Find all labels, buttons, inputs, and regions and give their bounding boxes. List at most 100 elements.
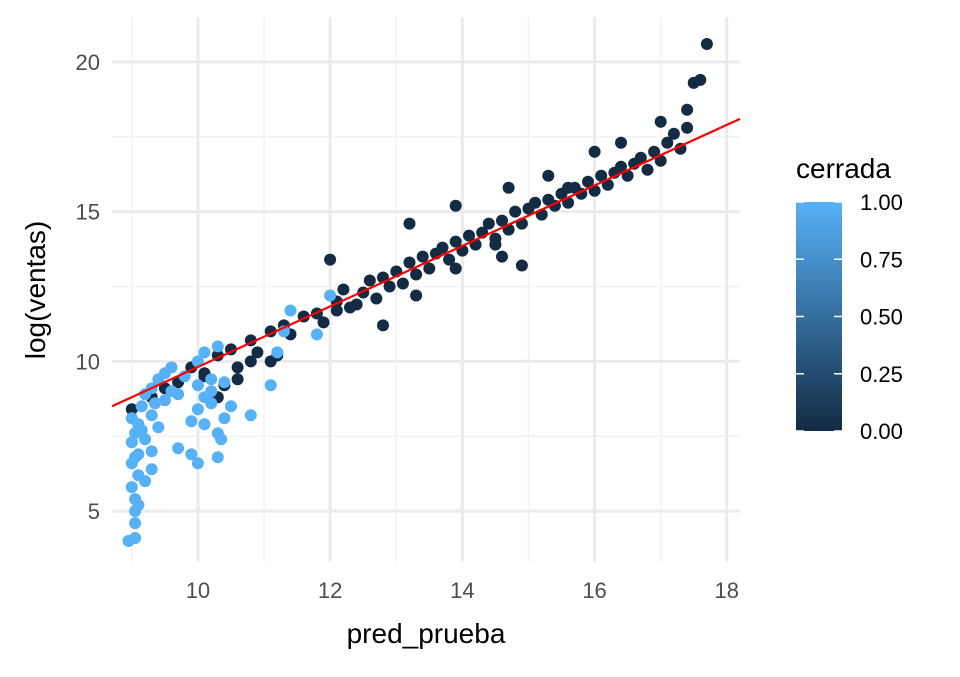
data-point <box>310 328 323 341</box>
data-point <box>370 292 383 305</box>
data-point <box>529 196 542 209</box>
data-point <box>654 115 667 128</box>
data-point <box>129 451 142 464</box>
trend-line-layer <box>111 117 741 408</box>
y-tick-label: 10 <box>76 349 100 374</box>
data-point <box>582 175 594 188</box>
data-point <box>449 199 462 212</box>
data-point <box>449 262 462 275</box>
data-point <box>198 346 211 359</box>
data-point <box>244 355 257 368</box>
data-point <box>172 388 185 401</box>
data-point <box>205 385 218 398</box>
data-point <box>158 394 171 407</box>
data-point <box>515 259 528 272</box>
grid-lines <box>112 17 740 562</box>
data-point <box>135 424 148 437</box>
data-point <box>700 38 713 50</box>
data-point <box>542 169 555 182</box>
data-point <box>145 445 158 458</box>
data-point <box>211 340 224 353</box>
y-tick-label: 15 <box>76 200 100 225</box>
data-point <box>125 403 138 416</box>
data-point <box>562 181 575 194</box>
data-point <box>218 376 231 389</box>
data-point <box>350 298 363 311</box>
x-tick-label: 12 <box>318 578 342 603</box>
colorbar-tick-label: 0.50 <box>860 305 903 330</box>
data-point <box>396 277 409 290</box>
data-point <box>125 412 138 425</box>
data-point <box>416 250 429 263</box>
colorbar-ticks: 1.00 0.75 0.50 0.25 0.00 <box>796 190 903 444</box>
data-point <box>641 163 654 176</box>
data-point <box>152 421 165 434</box>
data-point <box>654 154 667 167</box>
data-point <box>377 319 389 332</box>
data-point <box>132 499 145 512</box>
data-point <box>588 145 601 158</box>
colorbar-tick-label: 0.00 <box>860 419 903 444</box>
x-tick-label: 10 <box>186 578 210 603</box>
data-point <box>191 457 204 470</box>
data-point <box>363 274 376 287</box>
data-point <box>129 532 142 544</box>
data-point <box>172 442 185 455</box>
data-point <box>215 433 228 446</box>
data-point <box>149 397 161 410</box>
data-point <box>496 250 508 263</box>
data-point <box>185 448 198 461</box>
axis-ticks: 10 12 14 16 18 5 10 15 20 <box>76 50 740 603</box>
data-point <box>509 205 522 218</box>
data-point <box>125 481 138 494</box>
data-point <box>383 280 396 293</box>
data-point <box>482 217 495 230</box>
data-point <box>145 409 158 422</box>
x-axis-title: pred_prueba <box>347 618 506 649</box>
data-point <box>225 400 237 413</box>
data-point <box>648 145 661 158</box>
data-point <box>198 418 211 431</box>
colorbar-tick-label: 0.25 <box>860 362 903 387</box>
data-point <box>125 436 138 449</box>
data-point <box>251 346 264 359</box>
data-point <box>443 253 456 266</box>
data-point <box>271 346 284 359</box>
data-point <box>403 256 416 269</box>
data-point <box>135 400 148 413</box>
data-point <box>191 403 204 416</box>
legend-title: cerrada <box>796 153 891 184</box>
data-point <box>615 136 627 149</box>
data-point <box>218 412 231 425</box>
data-point <box>410 289 423 302</box>
y-tick-label: 5 <box>88 499 100 524</box>
data-point <box>436 241 449 254</box>
data-point <box>284 304 297 317</box>
data-point <box>205 373 218 386</box>
data-point <box>615 160 627 173</box>
data-point <box>463 229 475 242</box>
data-point <box>410 268 423 281</box>
data-point <box>231 373 244 386</box>
data-point <box>489 238 502 251</box>
x-tick-label: 14 <box>450 578 474 603</box>
data-point <box>231 361 244 374</box>
y-tick-label: 20 <box>76 50 100 75</box>
colorbar-tick-label: 1.00 <box>860 190 903 215</box>
data-point <box>681 121 694 134</box>
data-point <box>661 136 674 149</box>
data-point <box>264 355 277 368</box>
data-point <box>317 316 330 329</box>
data-point <box>145 463 158 476</box>
data-point <box>244 409 257 422</box>
colorbar-tick-label: 0.75 <box>860 247 903 272</box>
data-point <box>324 289 337 302</box>
data-point <box>211 451 224 464</box>
data-point <box>694 73 707 86</box>
data-point <box>595 169 608 182</box>
legend: cerrada 1.00 0.75 0.50 0.25 0.00 <box>796 153 903 444</box>
data-point <box>191 379 204 392</box>
data-point <box>185 415 198 428</box>
